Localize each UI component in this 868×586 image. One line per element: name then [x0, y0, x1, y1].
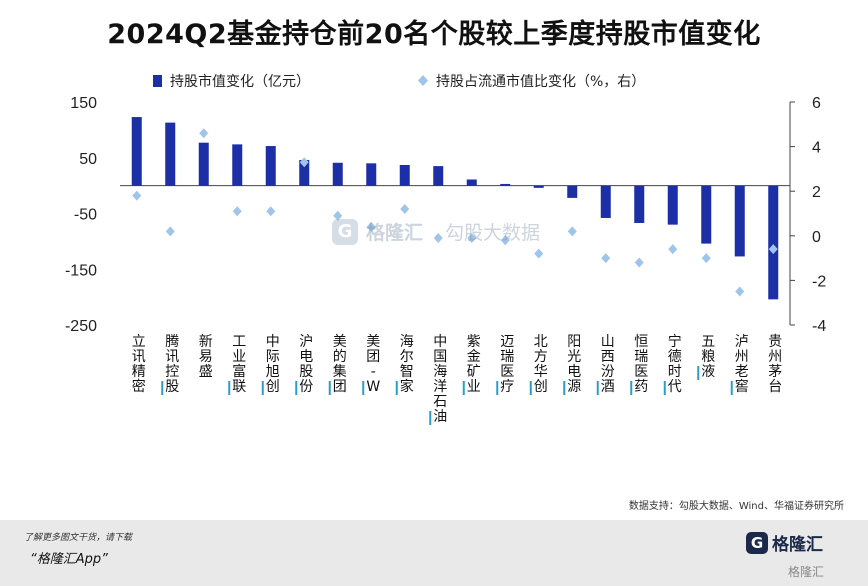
- legend-bar-swatch: [153, 75, 162, 87]
- y-left-tick-label: -250: [65, 318, 97, 335]
- bar: [768, 185, 779, 300]
- y-left-tick-label: 150: [70, 95, 97, 112]
- bar: [399, 164, 410, 186]
- y-left-tick-label: 50: [79, 151, 97, 168]
- bar: [500, 183, 511, 186]
- y-right-tick-label: -2: [812, 273, 826, 290]
- x-tick-label: 阳光电源: [567, 334, 581, 395]
- scatter-point: [366, 221, 376, 232]
- scatter-point: [500, 235, 510, 246]
- chart-title: 2024Q2基金持仓前20名个股较上季度持股市值变化: [107, 19, 761, 50]
- x-tick-label: 宁德时代: [668, 333, 682, 395]
- scatter-point: [735, 286, 745, 297]
- brand-logo-icon: G: [746, 531, 768, 554]
- x-tick-label: 工业富联: [232, 334, 246, 395]
- scatter-point: [433, 233, 443, 244]
- x-tick-label: 泸州老窖: [735, 334, 749, 395]
- scatter-point: [266, 206, 276, 217]
- bar: [634, 185, 645, 223]
- scatter-point: [467, 233, 477, 244]
- bar: [701, 185, 712, 244]
- x-tick-label: 山西汾酒: [601, 334, 615, 395]
- bar: [466, 179, 477, 186]
- x-tick-label: 五粮液: [701, 334, 715, 380]
- scatter-point: [534, 248, 544, 259]
- y-right-tick-label: 0: [812, 229, 821, 246]
- bar: [567, 185, 578, 198]
- bar: [232, 144, 243, 186]
- brand-small-label: 格隆汇: [788, 565, 825, 579]
- brand-name: 格隆汇: [772, 535, 823, 555]
- scatter-point: [199, 128, 209, 139]
- y-right-tick-label: 2: [812, 184, 821, 201]
- x-tick-label: 立讯精密: [132, 334, 146, 395]
- y-left-tick-label: -50: [74, 207, 97, 224]
- x-tick-label: 贵州茅台: [768, 334, 782, 395]
- y-right-tick-label: -4: [812, 318, 826, 335]
- scatter-point: [132, 190, 142, 201]
- bar: [600, 185, 611, 218]
- x-tick-label: 腾讯控股: [165, 333, 179, 395]
- legend-point-label: 持股占流通市值比变化（%，右）: [436, 73, 645, 90]
- bar: [433, 166, 444, 186]
- scatter-point: [701, 253, 711, 264]
- scatter-point: [567, 226, 577, 237]
- scatter-point: [400, 204, 410, 215]
- bar: [366, 163, 377, 186]
- source-note: 数据支持：勾股大数据、Wind、华福证券研究所: [628, 501, 844, 512]
- bar: [332, 162, 343, 186]
- x-tick-label: 美团-W: [366, 334, 380, 395]
- legend-bar-label: 持股市值变化（亿元）: [170, 73, 310, 90]
- scatter-point: [232, 206, 242, 217]
- scatter-point: [601, 253, 611, 264]
- bar: [299, 159, 310, 186]
- brand-logo: G 格隆汇: [746, 530, 823, 555]
- scatter-point: [299, 157, 309, 168]
- footer-app-name: “格隆汇App”: [30, 552, 108, 567]
- x-tick-label: 中际旭创: [266, 334, 280, 395]
- scatter-point: [165, 226, 175, 237]
- bar: [667, 185, 678, 225]
- scatter-point: [768, 244, 778, 255]
- bar: [533, 185, 544, 188]
- y-right-tick-label: 4: [812, 140, 821, 157]
- x-tick-label: 海尔智家: [400, 334, 414, 395]
- chart-canvas: 持股市值变化（亿元） 持股占流通市值比变化（%，右） 150 50 -50 -150 -25…: [65, 73, 826, 425]
- footer-note: 了解更多图文干货，请下载: [24, 533, 133, 543]
- y-left-tick-label: -150: [65, 262, 97, 279]
- x-tick-label: 恒瑞医药: [634, 334, 648, 395]
- x-tick-label: 美的集团: [333, 334, 347, 395]
- scatter-point: [634, 257, 644, 268]
- x-tick-label: 中国海洋石油: [433, 334, 447, 425]
- x-tick-label: 沪电股份: [299, 334, 313, 395]
- bar: [131, 117, 142, 186]
- x-tick-label: 新易盛: [199, 334, 213, 380]
- scatter-point: [333, 210, 343, 221]
- bar: [265, 146, 276, 186]
- legend-point-swatch: [418, 75, 428, 86]
- bar: [165, 122, 176, 186]
- x-tick-label: 紫金矿业: [467, 334, 481, 395]
- bar: [734, 185, 745, 257]
- x-tick-label: 迈瑞医疗: [500, 334, 514, 395]
- scatter-point: [668, 244, 678, 255]
- chart-card: 2024Q2基金持仓前20名个股较上季度持股市值变化 持股市值变化（亿元） 持股占…: [0, 0, 868, 520]
- bar: [198, 142, 209, 186]
- y-right-tick-label: 6: [812, 95, 821, 112]
- x-tick-label: 北方华创: [534, 334, 548, 395]
